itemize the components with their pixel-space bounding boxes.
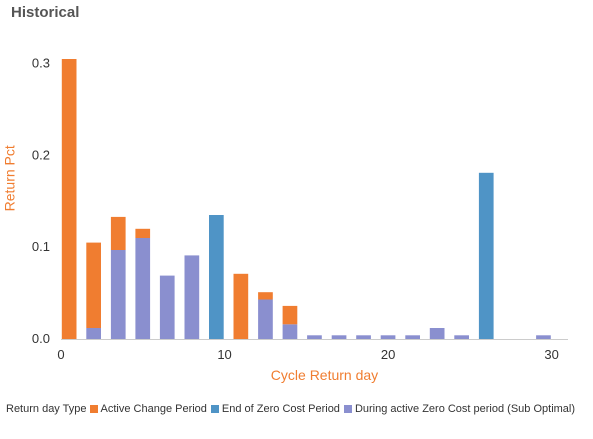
legend-swatch (89, 405, 98, 413)
bar-during-active-zero-cost-period-sub-optimal-6[interactable] (282, 324, 298, 339)
y-tick-labels: 0.0 0.1 0.2 0.3 (32, 56, 50, 346)
x-tick-label: 10 (217, 347, 231, 362)
legend-title: Return day Type (6, 403, 87, 415)
bar-during-active-zero-cost-period-sub-optimal-5[interactable] (258, 299, 273, 340)
bar-during-active-zero-cost-period-sub-optimal-10[interactable] (380, 335, 396, 339)
legend-swatch (210, 405, 219, 413)
bar-active-change-period-2[interactable] (110, 216, 126, 250)
legend-item-during-zero-cost[interactable]: During active Zero Cost period (Sub Opti… (343, 403, 576, 415)
legend-item-end-zero-cost[interactable]: End of Zero Cost Period (210, 403, 340, 415)
bar-chart: 0 10 20 30 0.0 0.1 0.2 0.3 Cycle Return day Re… (2, 56, 568, 383)
legend-item-active-change[interactable]: Active Change Period (89, 403, 207, 415)
y-tick-label: 0.2 (32, 147, 50, 162)
y-tick-label: 0.1 (32, 239, 50, 254)
bar-active-change-period-4[interactable] (233, 273, 249, 339)
bar-during-active-zero-cost-period-sub-optimal-8[interactable] (331, 335, 347, 339)
bar-during-active-zero-cost-period-sub-optimal-4[interactable] (184, 255, 200, 339)
bar-end-of-zero-cost-period-0[interactable] (209, 215, 224, 339)
y-tick-label: 0.0 (32, 331, 50, 346)
bar-active-change-period-5[interactable] (258, 292, 273, 300)
bar-active-change-period-0[interactable] (61, 59, 77, 339)
legend-label: Active Change Period (100, 403, 207, 415)
bars-layer (61, 59, 551, 340)
bar-during-active-zero-cost-period-sub-optimal-3[interactable] (159, 275, 175, 339)
bar-active-change-period-6[interactable] (282, 305, 298, 325)
x-tick-label: 0 (57, 347, 64, 362)
x-axis-label: Cycle Return day (271, 367, 378, 383)
y-tick-label: 0.3 (32, 56, 50, 71)
bar-end-of-zero-cost-period-1[interactable] (478, 172, 494, 339)
bar-during-active-zero-cost-period-sub-optimal-7[interactable] (307, 335, 322, 339)
legend-label: End of Zero Cost Period (221, 403, 340, 415)
bar-during-active-zero-cost-period-sub-optimal-12[interactable] (429, 328, 445, 339)
legend: Return day Type Active Change Period End… (6, 403, 579, 415)
bar-during-active-zero-cost-period-sub-optimal-14[interactable] (536, 335, 551, 339)
legend-label: During active Zero Cost period (Sub Opti… (354, 403, 576, 415)
legend-swatch (343, 405, 352, 413)
bar-during-active-zero-cost-period-sub-optimal-1[interactable] (110, 249, 126, 339)
bar-active-change-period-1[interactable] (86, 242, 101, 328)
bar-during-active-zero-cost-period-sub-optimal-11[interactable] (405, 335, 420, 339)
x-tick-labels: 0 10 20 30 (57, 347, 558, 362)
y-axis-label: Return Pct (2, 145, 18, 211)
chart-title: Historical (11, 4, 80, 21)
x-tick-label: 30 (544, 347, 558, 362)
bar-active-change-period-3[interactable] (135, 228, 151, 238)
bar-during-active-zero-cost-period-sub-optimal-9[interactable] (356, 335, 371, 339)
bar-during-active-zero-cost-period-sub-optimal-2[interactable] (135, 238, 151, 339)
bar-during-active-zero-cost-period-sub-optimal-13[interactable] (454, 335, 469, 339)
x-tick-label: 20 (381, 347, 395, 362)
bar-during-active-zero-cost-period-sub-optimal-0[interactable] (86, 328, 101, 339)
